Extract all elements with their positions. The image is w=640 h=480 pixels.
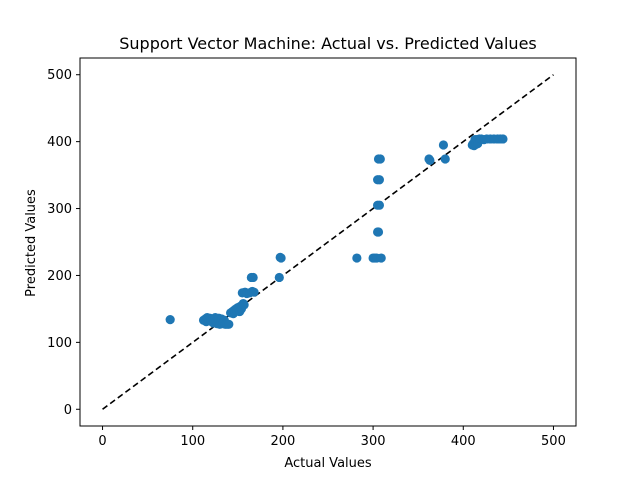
data-point: [224, 319, 234, 329]
data-point: [425, 155, 435, 165]
data-point: [249, 287, 259, 297]
data-point: [498, 134, 508, 144]
data-point: [440, 154, 450, 164]
x-tick-label: 200: [270, 434, 295, 449]
y-tick-label: 300: [47, 202, 72, 217]
data-point: [276, 253, 286, 263]
y-tick-label: 0: [64, 403, 72, 418]
x-tick-label: 0: [98, 434, 106, 449]
data-point: [374, 200, 385, 210]
data-point: [373, 227, 384, 237]
y-tick-label: 500: [47, 68, 72, 83]
chart-title: Support Vector Machine: Actual vs. Predi…: [119, 34, 537, 53]
axes-frame: [79, 57, 577, 427]
data-point: [374, 175, 385, 185]
data-point: [376, 253, 386, 263]
y-tick-label: 200: [47, 269, 72, 284]
data-point: [375, 154, 385, 164]
x-tick-label: 500: [541, 434, 566, 449]
data-point: [274, 272, 284, 283]
y-tick-label: 100: [47, 336, 72, 351]
reference-line: [102, 74, 554, 410]
x-tick-label: 100: [180, 434, 205, 449]
data-point: [165, 315, 175, 325]
plot-area: 0 100 200 300 400 500 0 100 200 300 400 500: [47, 57, 577, 449]
data-point: [352, 253, 362, 263]
data-point: [438, 140, 449, 150]
x-axis-label: Actual Values: [284, 456, 372, 471]
x-tick-label: 300: [361, 434, 386, 449]
data-point: [248, 272, 258, 283]
x-tick-label: 400: [451, 434, 476, 449]
data-point: [239, 300, 249, 310]
y-axis-label: Predicted Values: [24, 189, 39, 297]
y-tick-label: 400: [47, 135, 72, 150]
